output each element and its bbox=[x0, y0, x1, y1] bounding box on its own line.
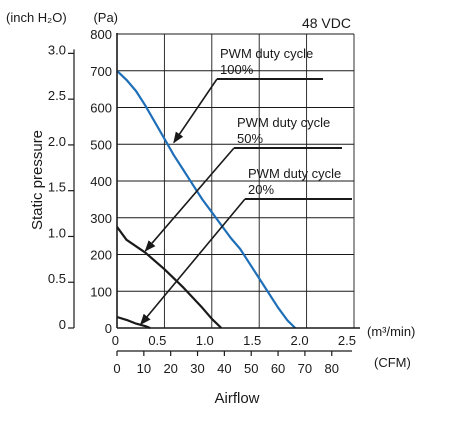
curves bbox=[116, 70, 296, 330]
y-secondary-tick-label: 2.0 bbox=[48, 134, 66, 149]
x-primary-unit: (m³/min) bbox=[367, 324, 415, 339]
y-primary-tick-label: 800 bbox=[90, 27, 112, 42]
x-secondary-tick-label: 20 bbox=[163, 361, 177, 376]
y-primary-tick-label: 100 bbox=[90, 284, 112, 299]
condition-label: 48 VDC bbox=[302, 15, 351, 31]
y-secondary-tick-label: 0.5 bbox=[48, 271, 66, 286]
curve-pwm-duty-cycle-100 bbox=[116, 70, 296, 329]
x-secondary-tick-label: 80 bbox=[325, 361, 339, 376]
y-secondary-tick-label: 1.0 bbox=[48, 225, 66, 240]
annotation-label-line2: 50% bbox=[237, 131, 263, 146]
y-primary-tick-label: 0 bbox=[105, 321, 112, 336]
annotation-arrow bbox=[173, 78, 218, 144]
y-primary-tick-label: 300 bbox=[90, 211, 112, 226]
y-primary-unit: (Pa) bbox=[93, 10, 118, 25]
y-secondary-tick-label: 2.5 bbox=[48, 88, 66, 103]
y-secondary-tick-label: 0 bbox=[59, 317, 66, 332]
x-primary-tick-label: 2.0 bbox=[291, 333, 309, 348]
y-primary-tick-label: 200 bbox=[90, 248, 112, 263]
x-primary-tick-label: 0 bbox=[112, 333, 119, 348]
y-secondary-tick-label: 1.5 bbox=[48, 180, 66, 195]
x-secondary-tick-label: 10 bbox=[137, 361, 151, 376]
grid bbox=[117, 33, 355, 328]
x-axis-title: Airflow bbox=[214, 390, 259, 407]
y-axis-title: Static pressure bbox=[29, 130, 46, 230]
x-primary-tick-label: 1.5 bbox=[243, 333, 261, 348]
annotation-arrow bbox=[139, 198, 246, 326]
x-secondary-tick-label: 30 bbox=[190, 361, 204, 376]
y-primary-tick-label: 600 bbox=[90, 101, 112, 116]
y-secondary-unit: (inch H₂O) bbox=[6, 10, 67, 25]
annotation-label-line1: PWM duty cycle bbox=[237, 115, 330, 130]
x-secondary-tick-label: 40 bbox=[217, 361, 231, 376]
x-primary-tick-label: 0.5 bbox=[148, 333, 166, 348]
x-secondary-unit: (CFM) bbox=[374, 355, 411, 370]
y-secondary-tick-label: 3.0 bbox=[48, 42, 66, 57]
x-primary-tick-label: 1.0 bbox=[196, 333, 214, 348]
annotation-label-line2: 20% bbox=[248, 182, 274, 197]
x-primary-tick-label: 2.5 bbox=[338, 333, 356, 348]
y-primary-tick-label: 400 bbox=[90, 174, 112, 189]
annotation-label-line1: PWM duty cycle bbox=[248, 166, 341, 181]
curve-pwm-duty-cycle-50 bbox=[116, 226, 223, 329]
annotation-label-line1: PWM duty cycle bbox=[220, 46, 313, 61]
axes: 010020030040050060070080000.51.01.52.02.… bbox=[48, 27, 360, 376]
curve-pwm-duty-cycle-20 bbox=[116, 315, 151, 330]
x-secondary-tick-label: 0 bbox=[113, 361, 120, 376]
y-primary-tick-label: 700 bbox=[90, 64, 112, 79]
x-secondary-tick-label: 70 bbox=[298, 361, 312, 376]
annotation-label-line2: 100% bbox=[220, 62, 254, 77]
x-secondary-tick-label: 60 bbox=[271, 361, 285, 376]
x-secondary-tick-label: 50 bbox=[244, 361, 258, 376]
y-primary-tick-label: 500 bbox=[90, 137, 112, 152]
annotation-arrow bbox=[144, 147, 235, 252]
